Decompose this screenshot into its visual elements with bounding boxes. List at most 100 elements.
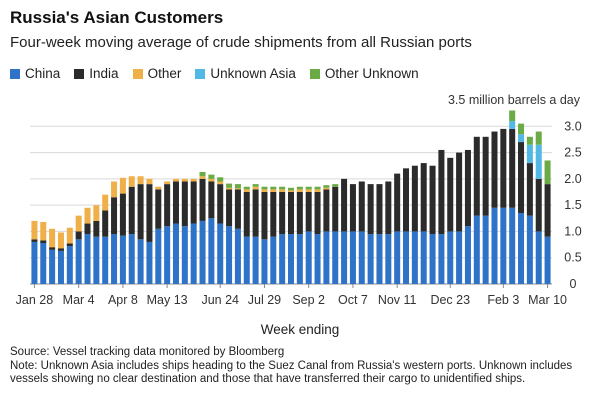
bar-india <box>349 184 356 232</box>
bar-india <box>102 210 109 237</box>
chart-footer: Source: Vessel tracking data monitored b… <box>10 346 590 387</box>
bar-india <box>252 189 259 237</box>
bar-other-unknown <box>279 186 286 190</box>
legend-swatch-other-unknown <box>309 68 320 79</box>
bar-india <box>31 239 38 242</box>
bar-china <box>128 234 135 284</box>
bar-other <box>314 189 321 192</box>
bar-india <box>447 157 454 232</box>
x-tick-label: Nov 11 <box>378 293 417 307</box>
bar-india <box>358 181 365 232</box>
bar-other <box>164 181 171 185</box>
chart-subtitle: Four-week moving average of crude shipme… <box>10 34 472 51</box>
x-tick-label: Apr 8 <box>108 293 138 307</box>
bar-china <box>456 231 463 284</box>
bar-china <box>155 228 162 284</box>
bar-china <box>411 231 418 284</box>
bar-china <box>102 236 109 284</box>
bar-china <box>323 231 330 284</box>
bar-china <box>491 207 498 284</box>
bar-china <box>190 223 197 284</box>
bar-other-unknown <box>208 174 215 179</box>
bar-china <box>261 239 268 284</box>
bar-china <box>234 228 241 284</box>
bar-china <box>464 226 471 284</box>
y-tick-label: 2.5 <box>564 146 581 160</box>
bar-india <box>128 186 135 235</box>
bar-india <box>270 192 277 237</box>
legend-item-china: China <box>10 66 60 81</box>
bar-other <box>155 186 162 190</box>
bar-china <box>111 234 118 284</box>
bar-other <box>172 178 179 182</box>
bar-china <box>208 218 215 284</box>
bar-india <box>111 197 118 235</box>
x-tick-label: Jun 24 <box>201 293 239 307</box>
bar-china <box>341 231 348 284</box>
y-tick-label: 0.5 <box>564 251 581 265</box>
bar-other-unknown <box>323 185 330 188</box>
bar-china <box>84 234 91 284</box>
bar-china <box>172 223 179 284</box>
bar-china <box>349 231 356 284</box>
bar-india <box>49 247 56 250</box>
bar-other <box>137 176 144 185</box>
bar-china <box>252 236 259 284</box>
bar-other <box>102 194 109 211</box>
legend-label-india: India <box>89 66 119 81</box>
bar-other-unknown <box>544 160 551 185</box>
bar-india <box>535 178 542 232</box>
bar-india <box>226 189 233 227</box>
legend-swatch-india <box>74 68 85 79</box>
bar-china <box>226 226 233 284</box>
bar-other-unknown <box>243 186 250 190</box>
x-tick-label: Mar 4 <box>63 293 95 307</box>
bar-india <box>155 189 162 229</box>
bar-other <box>279 189 286 192</box>
bar-other <box>146 178 153 185</box>
bar-india <box>93 220 100 237</box>
bar-india <box>146 184 153 242</box>
bar-india <box>137 184 144 240</box>
bar-india <box>491 131 498 208</box>
bar-other <box>217 181 224 185</box>
bar-china <box>217 223 224 284</box>
bar-india <box>500 128 507 208</box>
bar-china <box>376 234 383 284</box>
bar-unknown-asia <box>518 134 525 143</box>
bar-other <box>226 187 233 190</box>
bar-china <box>535 231 542 284</box>
source-note: Source: Vessel tracking data monitored b… <box>10 346 285 358</box>
bar-china <box>164 226 171 284</box>
bar-china <box>544 236 551 284</box>
bar-other <box>84 207 91 224</box>
bar-other <box>57 232 64 249</box>
bar-china <box>181 226 188 284</box>
bar-india <box>199 178 206 221</box>
bar-other <box>270 189 277 192</box>
bar-other <box>111 181 118 198</box>
bar-other <box>305 189 312 192</box>
bar-other-unknown <box>252 184 259 187</box>
bar-other <box>261 189 268 192</box>
bar-india <box>190 181 197 224</box>
bar-other <box>128 176 135 187</box>
bar-other <box>31 220 38 240</box>
legend-swatch-other <box>132 68 143 79</box>
bar-other <box>66 227 73 244</box>
bar-india <box>296 192 303 235</box>
bar-china <box>358 231 365 284</box>
bar-other <box>252 186 259 190</box>
legend-label-china: China <box>25 66 61 81</box>
bar-india <box>394 173 401 232</box>
x-tick-label: Sep 2 <box>292 293 325 307</box>
bar-other-unknown <box>296 186 303 190</box>
bar-china <box>403 231 410 284</box>
bar-india <box>464 149 471 227</box>
bar-india <box>287 192 295 235</box>
bar-india <box>518 142 525 214</box>
x-tick-label: May 13 <box>147 293 188 307</box>
bar-other-unknown <box>314 186 321 190</box>
legend-item-other-unknown: Other Unknown <box>309 66 419 81</box>
